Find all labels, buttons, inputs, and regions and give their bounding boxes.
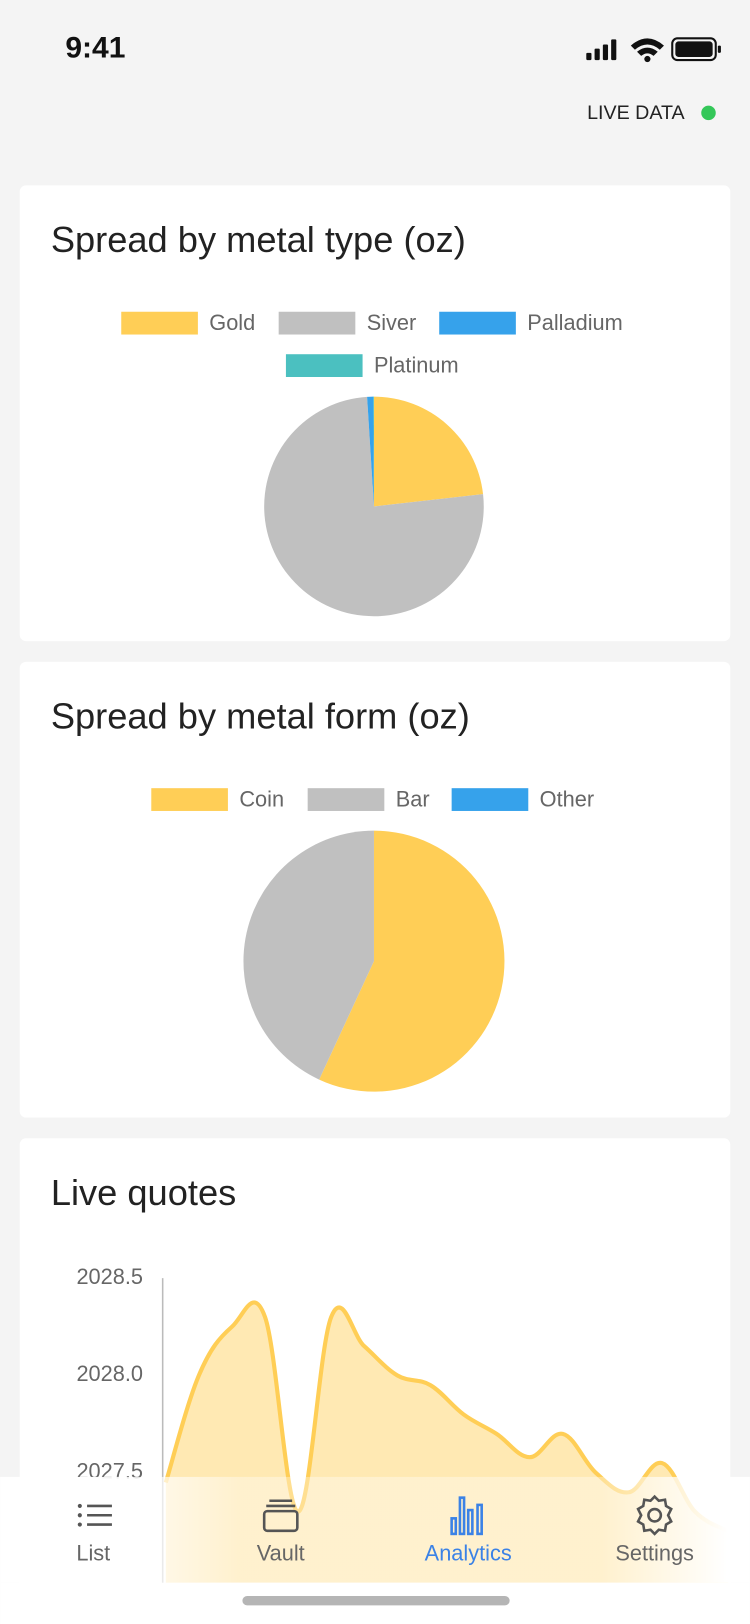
y-tick-label: 2028.0 <box>76 1361 143 1386</box>
home-indicator <box>242 1596 510 1606</box>
pie-slice <box>319 830 505 1092</box>
legend-label: Bar <box>396 786 430 811</box>
legend-label: Platinum <box>374 352 459 377</box>
status-time: 9:41 <box>65 32 125 65</box>
tab-vault[interactable] <box>262 1499 299 1533</box>
pie-slice <box>243 830 374 1080</box>
tab-list[interactable] <box>77 1503 112 1527</box>
legend-swatch <box>451 788 529 811</box>
live-label: LIVE DATA <box>587 102 685 124</box>
tab-label[interactable]: Vault <box>257 1540 305 1565</box>
chart-title: Spread by metal type (oz) <box>51 219 466 260</box>
chart-title: Live quotes <box>51 1172 236 1213</box>
tab-settings[interactable] <box>636 1494 673 1536</box>
tab-label[interactable]: List <box>76 1540 110 1565</box>
legend-label: Palladium <box>527 310 623 335</box>
legend-swatch <box>307 788 385 811</box>
legend-label: Other <box>540 786 594 811</box>
legend-label: Coin <box>239 786 284 811</box>
legend-swatch <box>151 788 228 811</box>
y-tick-label: 2028.5 <box>76 1264 143 1289</box>
legend-label: Gold <box>209 310 255 335</box>
tab-label[interactable]: Settings <box>615 1540 694 1565</box>
legend-swatch <box>439 311 516 335</box>
legend-swatch <box>278 311 356 335</box>
legend-label: Siver <box>367 310 417 335</box>
pie-slice <box>373 396 484 507</box>
legend-swatch <box>121 311 198 335</box>
pie-slice <box>264 396 484 617</box>
chart-title: Spread by metal form (oz) <box>51 695 470 736</box>
tab-label[interactable]: Analytics <box>425 1540 512 1565</box>
tab-analytics[interactable] <box>450 1496 483 1536</box>
status-icons <box>586 37 721 63</box>
pie-slice <box>367 396 374 507</box>
pie-slice <box>373 396 374 507</box>
tab-bar <box>0 1476 750 1583</box>
live-indicator <box>701 105 716 121</box>
legend-swatch <box>285 354 363 377</box>
